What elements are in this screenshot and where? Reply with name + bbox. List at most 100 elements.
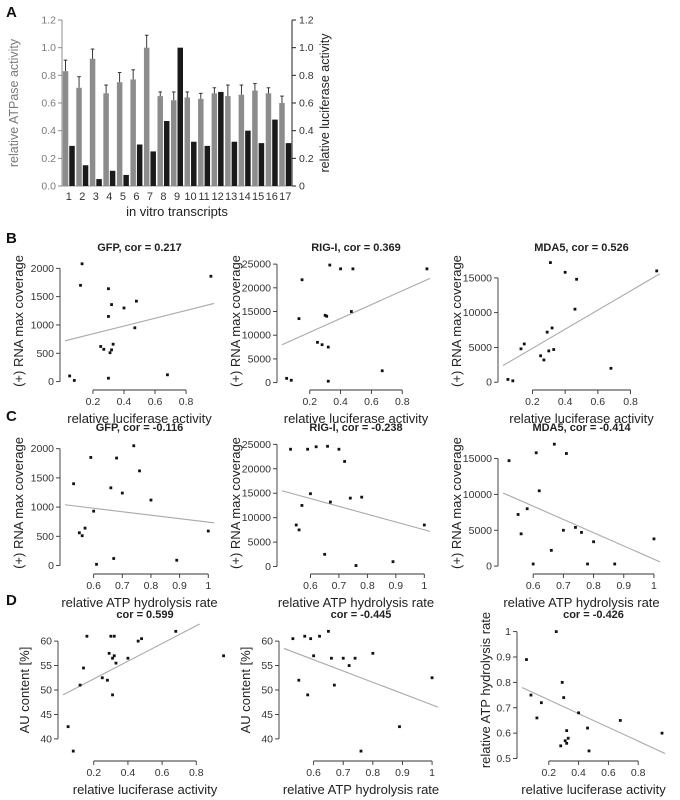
chart-title: RIG-I, cor = -0.238 bbox=[309, 422, 402, 434]
x-tick-label: 0.6 bbox=[306, 767, 321, 779]
trend-line bbox=[521, 686, 666, 754]
category-label: 1 bbox=[66, 191, 72, 203]
bar-atpase bbox=[157, 96, 163, 186]
data-point bbox=[341, 656, 345, 660]
data-point bbox=[297, 317, 301, 321]
tick-label-right: 0.2 bbox=[299, 153, 314, 165]
bar-luciferase bbox=[285, 143, 292, 186]
chart-title: cor = -0.445 bbox=[331, 609, 392, 621]
x-tick-label: 0.2 bbox=[86, 767, 101, 779]
x-tick-label: 0.8 bbox=[631, 767, 646, 779]
bar-luciferase bbox=[231, 141, 238, 186]
bar-atpase bbox=[238, 94, 245, 186]
data-point bbox=[112, 557, 116, 560]
data-point bbox=[72, 379, 76, 382]
data-point bbox=[166, 373, 169, 377]
data-point bbox=[348, 496, 352, 500]
y-tick-label: 500 bbox=[36, 531, 54, 543]
x-tick-label: 0.6 bbox=[303, 580, 318, 592]
y-tick-label: 0.9 bbox=[496, 652, 511, 664]
y-tick-label: 5000 bbox=[248, 353, 272, 365]
data-point bbox=[507, 459, 511, 463]
bar-luciferase bbox=[82, 165, 89, 186]
data-point bbox=[285, 376, 289, 380]
data-point bbox=[132, 444, 136, 448]
category-label: 11 bbox=[198, 191, 209, 203]
y-axis-label: AU content [%] bbox=[17, 647, 32, 734]
data-point bbox=[353, 656, 357, 660]
data-point bbox=[110, 348, 113, 352]
tick-label-right: 0 bbox=[299, 181, 305, 193]
bar-luciferase bbox=[163, 120, 170, 186]
data-point bbox=[425, 267, 429, 271]
x-tick-label: 0.2 bbox=[525, 396, 540, 408]
y-tick-label: 10000 bbox=[463, 307, 492, 319]
y-tick-label: 2000 bbox=[31, 443, 55, 455]
data-point bbox=[516, 513, 520, 516]
data-point bbox=[126, 656, 130, 660]
bar-luciferase bbox=[136, 144, 143, 186]
chart-d-au-atp: cor = -0.445 0.6 0.7 0.8 0.9 1 40 45 50 55 60 relat… bbox=[238, 609, 439, 797]
data-point bbox=[354, 564, 358, 567]
data-point bbox=[323, 552, 327, 556]
category-label: 16 bbox=[266, 191, 278, 203]
bar-atpase bbox=[130, 79, 136, 186]
data-point bbox=[522, 342, 526, 346]
panel-label-a: A bbox=[6, 4, 17, 21]
data-point bbox=[575, 277, 578, 281]
y-tick-label: 20000 bbox=[242, 463, 271, 475]
data-point bbox=[549, 261, 552, 264]
y-tick-label: 0.7 bbox=[496, 702, 511, 714]
data-point bbox=[300, 504, 304, 507]
data-point bbox=[559, 744, 563, 748]
data-point bbox=[297, 528, 301, 532]
data-point bbox=[107, 287, 110, 291]
x-tick-label: 0.9 bbox=[616, 580, 631, 592]
panel-label-d: D bbox=[6, 592, 17, 609]
x-tick-label: 0.4 bbox=[121, 767, 136, 779]
y-tick-label: 15000 bbox=[463, 272, 492, 284]
data-point bbox=[138, 469, 141, 473]
x-tick-label: 0.9 bbox=[172, 580, 187, 592]
x-tick-label: 0.8 bbox=[586, 580, 601, 592]
data-point bbox=[552, 348, 556, 351]
y-tick-label: 15000 bbox=[242, 488, 271, 500]
data-point bbox=[573, 307, 577, 311]
data-point bbox=[109, 486, 113, 490]
tick-label-right: 0.8 bbox=[299, 70, 314, 82]
bar-atpase bbox=[279, 103, 285, 186]
category-label: 17 bbox=[279, 191, 291, 203]
y-axis-label: (+) RNA max coverage bbox=[449, 255, 464, 387]
data-point bbox=[550, 326, 554, 330]
x-tick-label: 0.9 bbox=[389, 580, 404, 592]
data-point bbox=[122, 306, 126, 310]
chart-title: GFP, cor = 0.217 bbox=[97, 242, 182, 254]
x-tick-label: 0.2 bbox=[86, 396, 101, 408]
data-point bbox=[107, 651, 111, 655]
data-point bbox=[535, 716, 539, 720]
tick-label-left: 0.6 bbox=[41, 98, 56, 110]
y-tick-label: 1500 bbox=[31, 472, 55, 484]
data-point bbox=[149, 498, 153, 502]
category-label: 3 bbox=[93, 191, 99, 203]
x-tick-label: 0.6 bbox=[155, 767, 170, 779]
bar-luciferase bbox=[258, 143, 265, 186]
data-point bbox=[430, 676, 434, 680]
y-tick-label: 5000 bbox=[469, 342, 493, 354]
x-tick-label: 0.8 bbox=[360, 580, 375, 592]
y-axis-label: relative ATP hydrolysis rate bbox=[478, 612, 493, 768]
bar-luciferase bbox=[245, 130, 251, 186]
data-point bbox=[136, 639, 140, 643]
bar-atpase bbox=[76, 87, 82, 186]
data-point bbox=[542, 358, 546, 362]
x-tick-label: 0.4 bbox=[333, 396, 348, 408]
x-tick-label: 0.2 bbox=[542, 767, 557, 779]
data-point bbox=[114, 661, 118, 665]
trend-line bbox=[62, 623, 200, 696]
y-tick-label: 1000 bbox=[31, 319, 55, 331]
data-point bbox=[222, 654, 225, 658]
data-point bbox=[323, 313, 327, 317]
data-point bbox=[107, 315, 110, 318]
chart-title: MDA5, cor = -0.414 bbox=[532, 422, 631, 434]
data-point bbox=[294, 523, 298, 527]
